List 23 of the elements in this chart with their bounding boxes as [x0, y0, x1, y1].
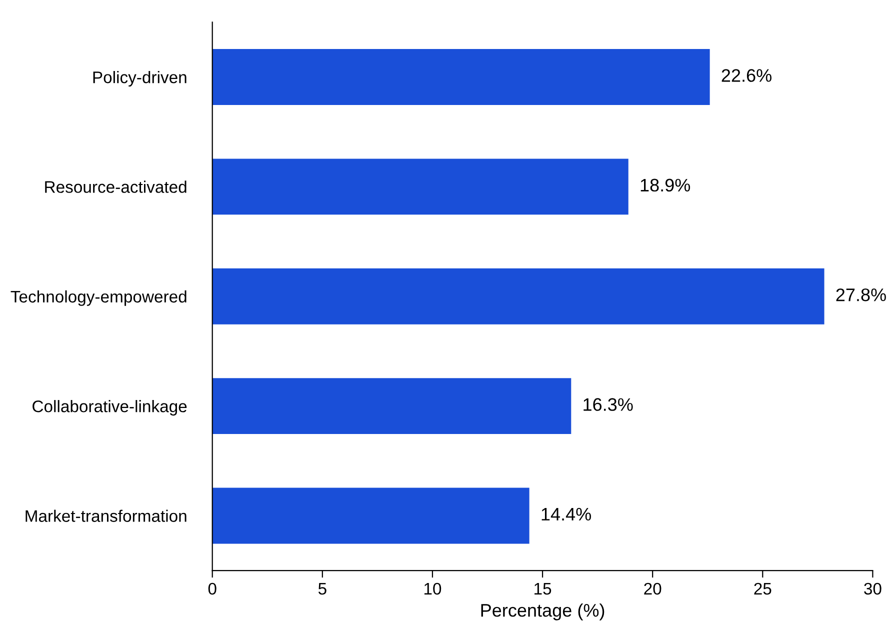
x-tick-label: 10 — [424, 582, 442, 595]
x-tick-label: 25 — [754, 582, 772, 595]
data-label: 22.6% — [722, 69, 772, 82]
x-tick-label: 30 — [864, 582, 882, 595]
x-axis-title: Percentage (%) — [481, 604, 604, 620]
bar — [212, 378, 572, 434]
y-tick-label: Collaborative-linkage — [32, 400, 187, 416]
y-tick-label: Market-transformation — [26, 510, 186, 522]
bar — [212, 49, 710, 105]
data-label: 14.4% — [542, 508, 591, 521]
x-tick-label: 0 — [208, 582, 216, 595]
data-label: 27.8% — [836, 288, 886, 302]
bar — [212, 488, 530, 544]
x-tick-label: 20 — [644, 582, 662, 595]
y-tick-label: Policy-driven — [93, 70, 186, 87]
x-tick-label: 5 — [318, 583, 326, 595]
data-label: 16.3% — [584, 398, 633, 411]
y-tick-label: Resource-activated — [45, 180, 186, 193]
y-tick-label: Technology-empowered — [10, 290, 186, 306]
x-tick-label: 15 — [534, 583, 552, 595]
bar — [212, 158, 628, 215]
data-label: 18.9% — [640, 178, 690, 192]
bar — [212, 268, 824, 324]
